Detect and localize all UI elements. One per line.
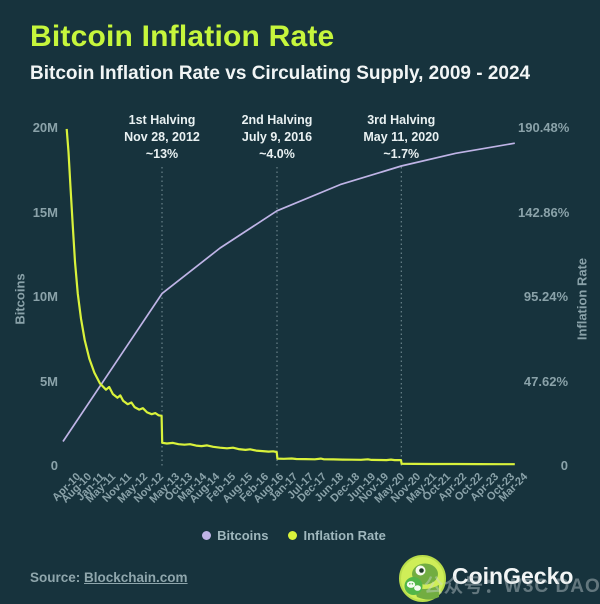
- legend-dot-icon: [202, 531, 212, 540]
- page-subtitle: Bitcoin Inflation Rate vs Circulating Su…: [30, 63, 531, 84]
- left-axis-tick-label: 20M: [32, 120, 58, 135]
- left-axis-title: Bitcoins: [12, 273, 28, 325]
- right-axis-tick-label: 47.62%: [523, 373, 568, 389]
- legend-item: Inflation Rate: [288, 528, 386, 543]
- right-axis-tick-label: 95.24%: [523, 289, 568, 304]
- halving-annotation-line: 1st Halving: [128, 113, 196, 127]
- left-axis-tick-label: 5M: [39, 373, 58, 389]
- bitcoins-line: [62, 142, 515, 442]
- left-axis-tick-label: 10M: [32, 289, 58, 304]
- brand-name: CoinGecko: [452, 563, 574, 589]
- halving-annotation-line: 3rd Halving: [367, 113, 436, 127]
- halving-annotation-line: Nov 28, 2012: [124, 130, 200, 144]
- halving-annotation: 3rd Halving May 11, 2020 ~1.7%: [326, 112, 476, 163]
- right-axis-tick-label: 142.86%: [518, 204, 570, 220]
- legend-label: Bitcoins: [217, 528, 269, 543]
- halving-annotation-line: 2nd Halving: [241, 113, 313, 127]
- source-caption: Source: Blockchain.com: [30, 570, 188, 585]
- legend-label: Inflation Rate: [303, 528, 386, 543]
- right-axis-tick-label: 190.48%: [518, 120, 570, 135]
- inflation-rate-line: [65, 128, 515, 466]
- halving-annotation-line: ~4.0%: [259, 147, 295, 161]
- halving-annotation-line: ~1.7%: [383, 147, 420, 161]
- watermark-text: 公众号：W3C DAO: [424, 576, 600, 597]
- source-link[interactable]: Blockchain.com: [84, 570, 188, 585]
- source-label: Source:: [30, 570, 81, 585]
- halving-annotation-line: ~13%: [145, 147, 179, 161]
- halving-annotation: 2nd Halving July 9, 2016 ~4.0%: [202, 112, 352, 163]
- right-axis-tick-label: 0: [560, 458, 568, 473]
- halving-annotation-line: July 9, 2016: [241, 130, 313, 144]
- chart-legend: Bitcoins Inflation Rate: [63, 528, 525, 543]
- halving-annotation: 1st Halving Nov 28, 2012 ~13%: [87, 112, 237, 163]
- left-axis-tick-label: 0: [50, 458, 58, 473]
- left-axis-tick-label: 15M: [32, 204, 58, 220]
- legend-item: Bitcoins: [202, 528, 268, 543]
- right-axis-title: Inflation Rate: [574, 257, 590, 341]
- page-title: Bitcoin Inflation Rate: [30, 20, 335, 53]
- halving-annotation-line: May 11, 2020: [363, 130, 440, 144]
- coingecko-logo: [399, 555, 446, 602]
- legend-dot-icon: [288, 531, 298, 540]
